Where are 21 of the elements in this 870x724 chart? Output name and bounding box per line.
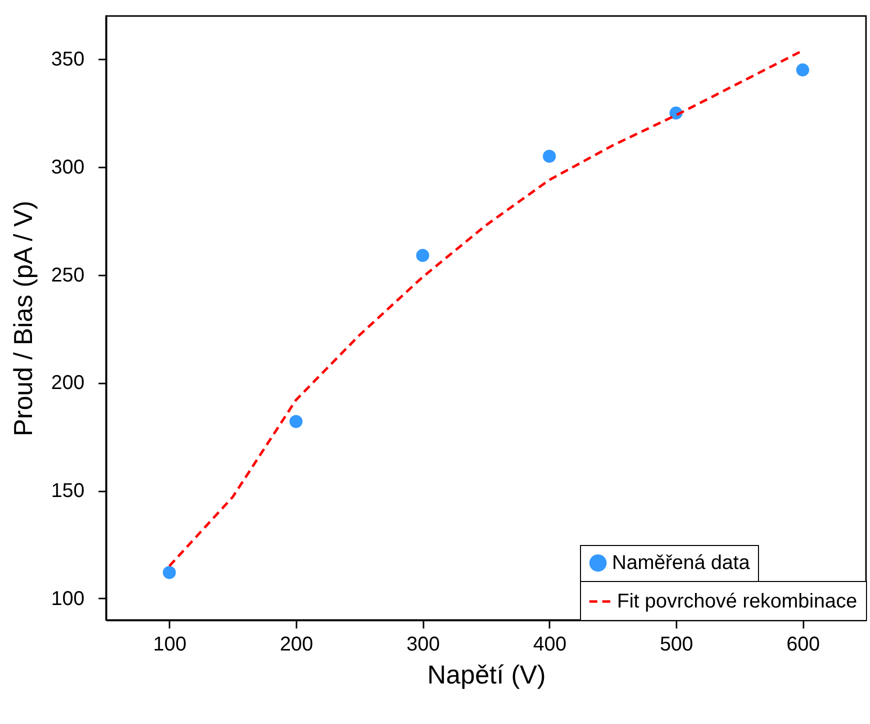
y-tick-label: 200 [51,372,84,394]
y-tick-label: 300 [51,156,84,178]
legend-label: Naměřená data [612,552,751,574]
x-tick-label: 100 [153,634,187,656]
legend-label: Fit povrchové rekombinace [617,590,858,612]
x-axis-title: Napětí (V) [427,660,546,690]
y-tick-label: 350 [51,48,84,71]
point [162,566,176,580]
x-tick-label: 200 [280,634,314,656]
x-tick-label: 300 [406,634,440,656]
point [796,63,810,76]
x-tick-label: 500 [660,634,694,656]
y-tick-label: 250 [51,264,84,286]
point [289,415,303,428]
y-tick-label: 100 [51,588,84,610]
point [542,150,556,163]
y-axis-title: Proud / Bias (pA / V) [8,200,38,436]
y-tick-label: 150 [51,480,84,502]
point [416,248,430,262]
x-tick-label: 600 [786,634,820,656]
x-tick-label: 400 [533,634,567,656]
